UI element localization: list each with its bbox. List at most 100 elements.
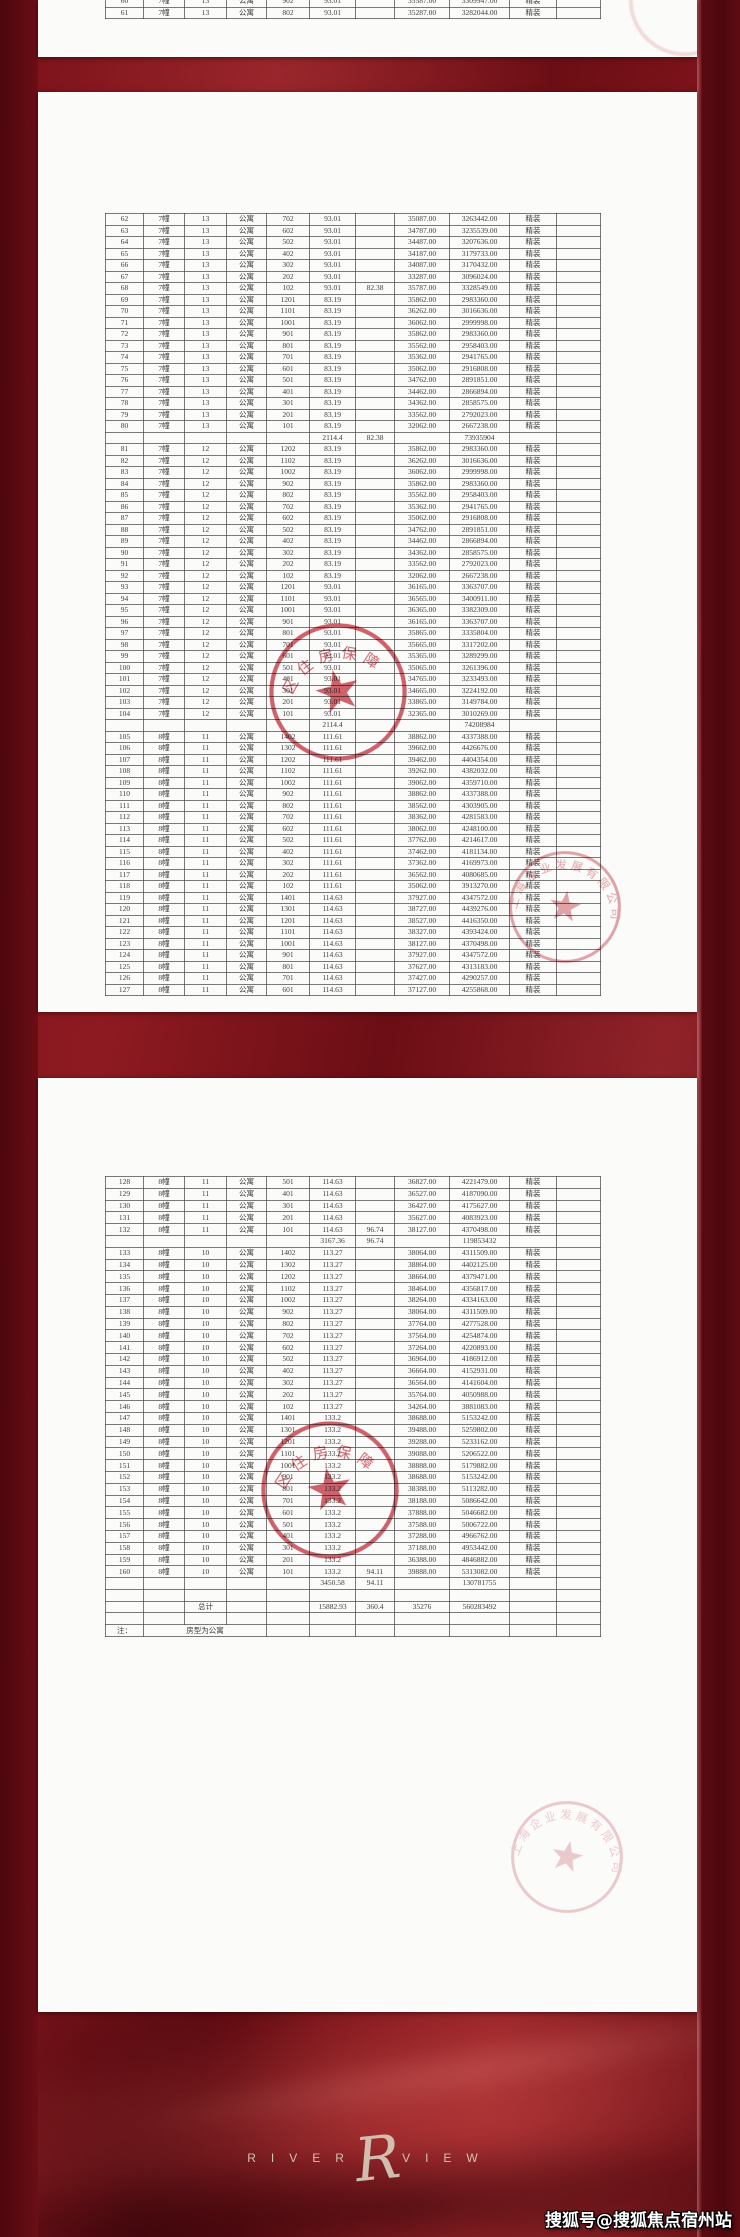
table-cell: 601 xyxy=(266,362,310,375)
table-cell: 10 xyxy=(184,1388,227,1402)
table-cell: 3179733.00 xyxy=(449,247,510,260)
table-row: 72 7幢 13 公寓 901 83.19 35862.00 2983360.00 精装 xyxy=(105,328,601,341)
table-cell: 11 xyxy=(184,937,227,950)
table-cell: 12 xyxy=(184,443,227,456)
table-cell: 126 xyxy=(105,972,144,985)
table-cell: 精装 xyxy=(509,374,557,387)
table-cell: 公寓 xyxy=(226,293,267,306)
table-row: 125 8幢 11 公寓 801 114.63 37627.00 4313183.00 精装 xyxy=(105,960,601,973)
table-cell: 83.19 xyxy=(309,569,356,582)
table-row: 160 8幢 10 公寓 101 133.2 94.11 39888.00 5313082.00… xyxy=(105,1565,601,1579)
table-cell: 8幢 xyxy=(143,742,185,755)
table-cell: 精装 xyxy=(509,627,557,640)
table-cell: 140 xyxy=(105,1329,144,1343)
table-cell: 35627.00 xyxy=(394,1211,450,1225)
table-cell: 3149784.00 xyxy=(449,696,510,709)
table-cell xyxy=(355,1199,395,1213)
table-cell: 4846882.00 xyxy=(449,1553,510,1567)
table-cell xyxy=(226,1577,267,1590)
table-row: 77 7幢 13 公寓 401 83.19 34462.00 2866894.00 精装 xyxy=(105,385,601,398)
table-row xyxy=(105,1588,601,1602)
table-cell: 63 xyxy=(105,224,144,237)
table-cell: 38188.00 xyxy=(394,1494,450,1508)
table-cell: 36062.00 xyxy=(394,316,450,329)
table-cell xyxy=(355,305,395,318)
table-cell xyxy=(556,650,601,663)
table-cell: 111.61 xyxy=(309,730,356,743)
table-cell: 502 xyxy=(266,1352,310,1366)
table-cell: 8幢 xyxy=(143,983,185,996)
table-cell: 3207636.00 xyxy=(449,236,510,249)
table-cell: 8幢 xyxy=(143,811,185,824)
table-cell: 71 xyxy=(105,316,144,329)
table-cell: 602 xyxy=(266,224,310,237)
table-cell: 8幢 xyxy=(143,822,185,835)
table-cell: 93.01 xyxy=(309,684,356,697)
table-row: 63 7幢 13 公寓 602 93.01 34787.00 3235539.00 精装 xyxy=(105,224,601,237)
table-row: 146 8幢 10 公寓 102 113.27 34264.00 3881083.00 精装 xyxy=(105,1400,601,1413)
table-cell: 公寓 xyxy=(226,420,267,433)
table-cell: 67 xyxy=(105,270,144,283)
table-cell: 13 xyxy=(184,236,227,249)
table-cell xyxy=(355,1376,395,1390)
table-row: 110 8幢 11 公寓 902 111.61 38862.00 4337388.00 精装 xyxy=(105,788,601,801)
table-cell: 8幢 xyxy=(143,1553,185,1567)
table-cell: 114.63 xyxy=(309,903,356,916)
table-cell: 13 xyxy=(184,328,227,341)
table-cell xyxy=(556,1553,601,1567)
table-row: 103 7幢 12 公寓 201 93.01 33865.00 3149784.00 精装 xyxy=(105,696,601,709)
table-cell: 精装 xyxy=(509,224,557,237)
table-cell xyxy=(556,1435,601,1449)
table-cell: 公寓 xyxy=(226,1459,267,1472)
table-cell: 90 xyxy=(105,546,144,559)
table-cell: 8幢 xyxy=(143,1494,185,1508)
table-cell xyxy=(143,719,185,732)
table-cell: 39888.00 xyxy=(394,1565,450,1579)
table-cell: 35562.00 xyxy=(394,489,450,502)
table-cell: 公寓 xyxy=(226,328,267,341)
table-cell xyxy=(509,1624,557,1638)
table-cell: 83.19 xyxy=(309,489,356,502)
table-cell: 32365.00 xyxy=(394,707,450,720)
table-cell: 3382309.00 xyxy=(449,604,510,617)
table-cell xyxy=(355,420,395,433)
table-cell: 83.19 xyxy=(309,339,356,352)
table-cell xyxy=(556,1518,601,1531)
table-row: 66 7幢 13 公寓 302 93.01 34087.00 3170432.00 精装 xyxy=(105,259,601,272)
table-cell xyxy=(449,1624,510,1638)
table-cell xyxy=(394,1588,450,1602)
table-cell xyxy=(556,707,601,720)
table-cell: 7幢 xyxy=(143,443,185,456)
table-cell: 10 xyxy=(184,1423,227,1437)
table-row: 131 8幢 11 公寓 201 114.63 35627.00 4083923.00 精装 xyxy=(105,1211,601,1225)
table-cell: 13 xyxy=(184,293,227,306)
table-cell: 13 xyxy=(184,305,227,318)
table-cell xyxy=(309,1612,356,1626)
table-cell: 8幢 xyxy=(143,1435,185,1449)
table-cell: 精装 xyxy=(509,1270,557,1284)
table-cell: 302 xyxy=(266,546,310,559)
table-cell: 公寓 xyxy=(226,811,267,824)
sohu-watermark: 搜狐号@搜狐焦点宿州站 xyxy=(545,2211,732,2231)
table-cell: 85 xyxy=(105,489,144,502)
table-cell: 11 xyxy=(184,1199,227,1213)
table-cell: 5206522.00 xyxy=(449,1447,510,1461)
table-cell xyxy=(105,719,144,732)
table-cell: 114.63 xyxy=(309,949,356,962)
table-cell: 7幢 xyxy=(143,512,185,525)
table-row: 75 7幢 13 公寓 601 83.19 35062.00 2916808.00 精装 xyxy=(105,362,601,375)
table-cell: 11 xyxy=(184,1223,227,1236)
table-row: 87 7幢 12 公寓 602 83.19 35062.00 2916808.00 精装 xyxy=(105,512,601,525)
table-cell: 7幢 xyxy=(143,592,185,605)
table-cell: 1202 xyxy=(266,1270,310,1284)
table-cell: 10 xyxy=(184,1506,227,1520)
table-cell: 精装 xyxy=(509,638,557,651)
table-cell: 501 xyxy=(266,374,310,387)
table-cell: 121 xyxy=(105,914,144,927)
table-cell: 93.01 xyxy=(309,627,356,640)
table-cell: 精装 xyxy=(509,1459,557,1472)
table-cell: 7幢 xyxy=(143,500,185,513)
table-cell: 12 xyxy=(184,489,227,502)
table-cell: 3363707.00 xyxy=(449,581,510,594)
table-cell: 801 xyxy=(266,960,310,973)
